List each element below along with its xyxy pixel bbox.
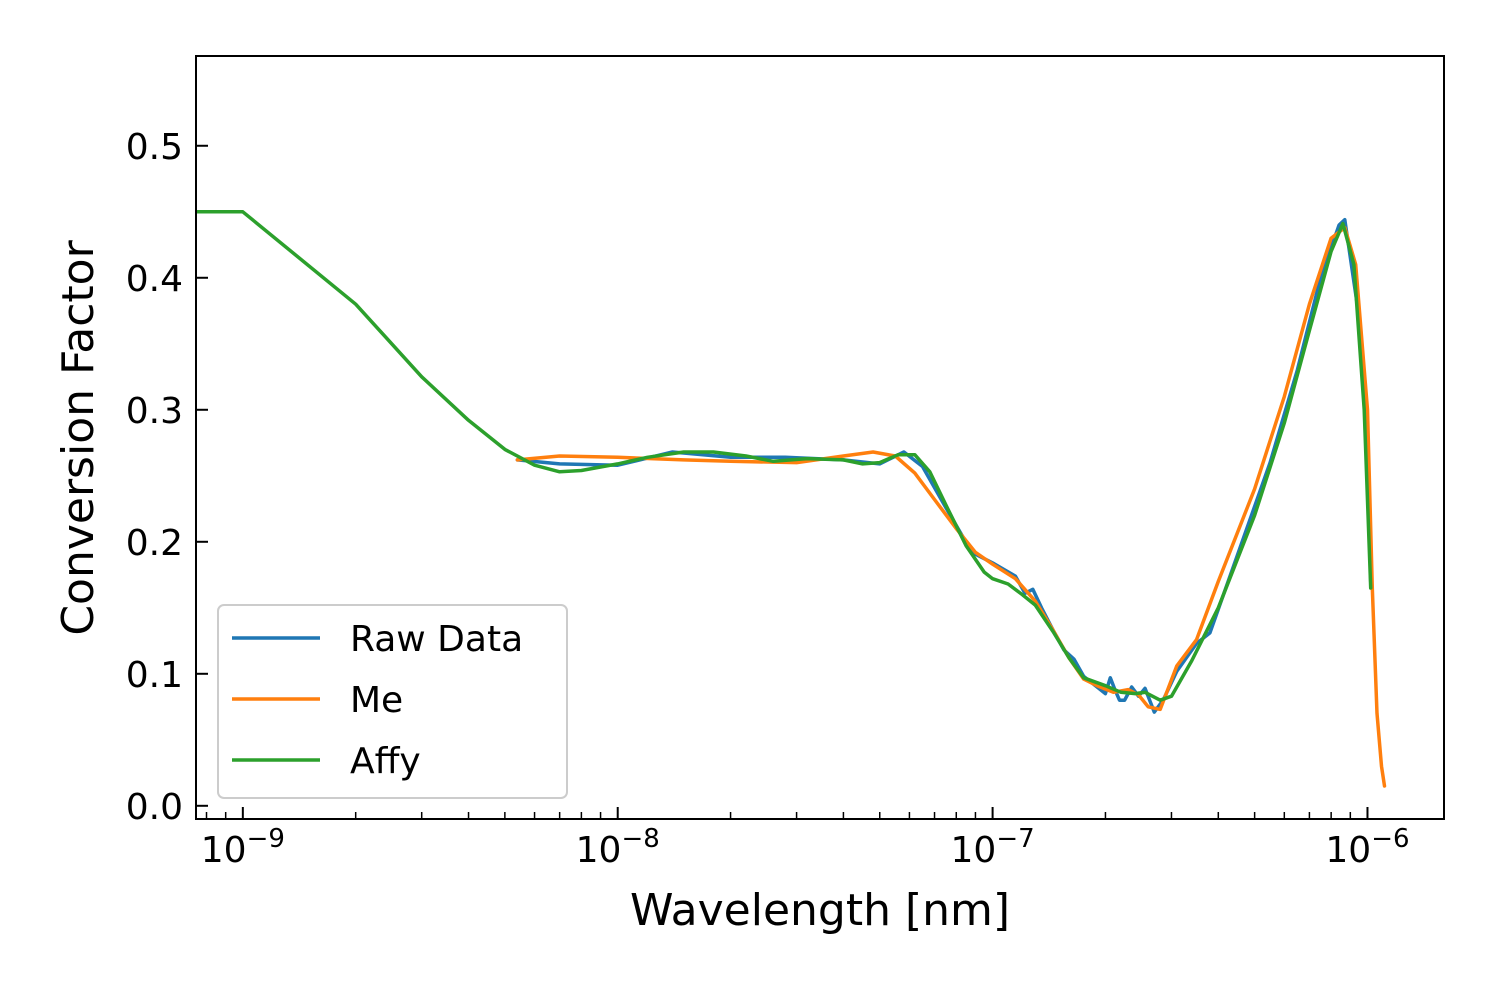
x-minor-ticks xyxy=(205,812,1352,819)
legend-frame xyxy=(217,604,568,799)
series-lines xyxy=(196,210,1387,788)
x-tick-label: 10−8 xyxy=(576,824,660,871)
y-tick-label: 0.5 xyxy=(126,127,183,168)
y-tick-label: 0.0 xyxy=(126,787,183,828)
y-tick-label: 0.4 xyxy=(126,259,183,300)
legend-label-affy: Affy xyxy=(350,741,421,782)
x-tick-label: 10−9 xyxy=(201,824,285,871)
x-tick-label: 10−6 xyxy=(1325,824,1409,871)
y-axis-ticks: 0.0 0.1 0.2 0.3 0.4 0.5 xyxy=(126,127,208,828)
y-axis-title: Conversion Factor xyxy=(53,239,104,635)
x-axis-ticks: 10−9 10−8 10−7 10−6 xyxy=(201,807,1410,871)
x-tick-label: 10−7 xyxy=(951,824,1035,871)
y-tick-label: 0.2 xyxy=(126,523,183,564)
series-line-raw-data xyxy=(515,217,1373,714)
x-axis-title: Wavelength [nm] xyxy=(630,885,1010,936)
legend-label-raw-data: Raw Data xyxy=(350,619,523,660)
legend-label-me: Me xyxy=(350,680,403,721)
y-tick-label: 0.3 xyxy=(126,391,183,432)
y-tick-label: 0.1 xyxy=(126,655,183,696)
series-line-affy xyxy=(196,210,1373,702)
legend: Raw Data Me Affy xyxy=(217,604,568,799)
plot-frame xyxy=(195,55,1445,820)
